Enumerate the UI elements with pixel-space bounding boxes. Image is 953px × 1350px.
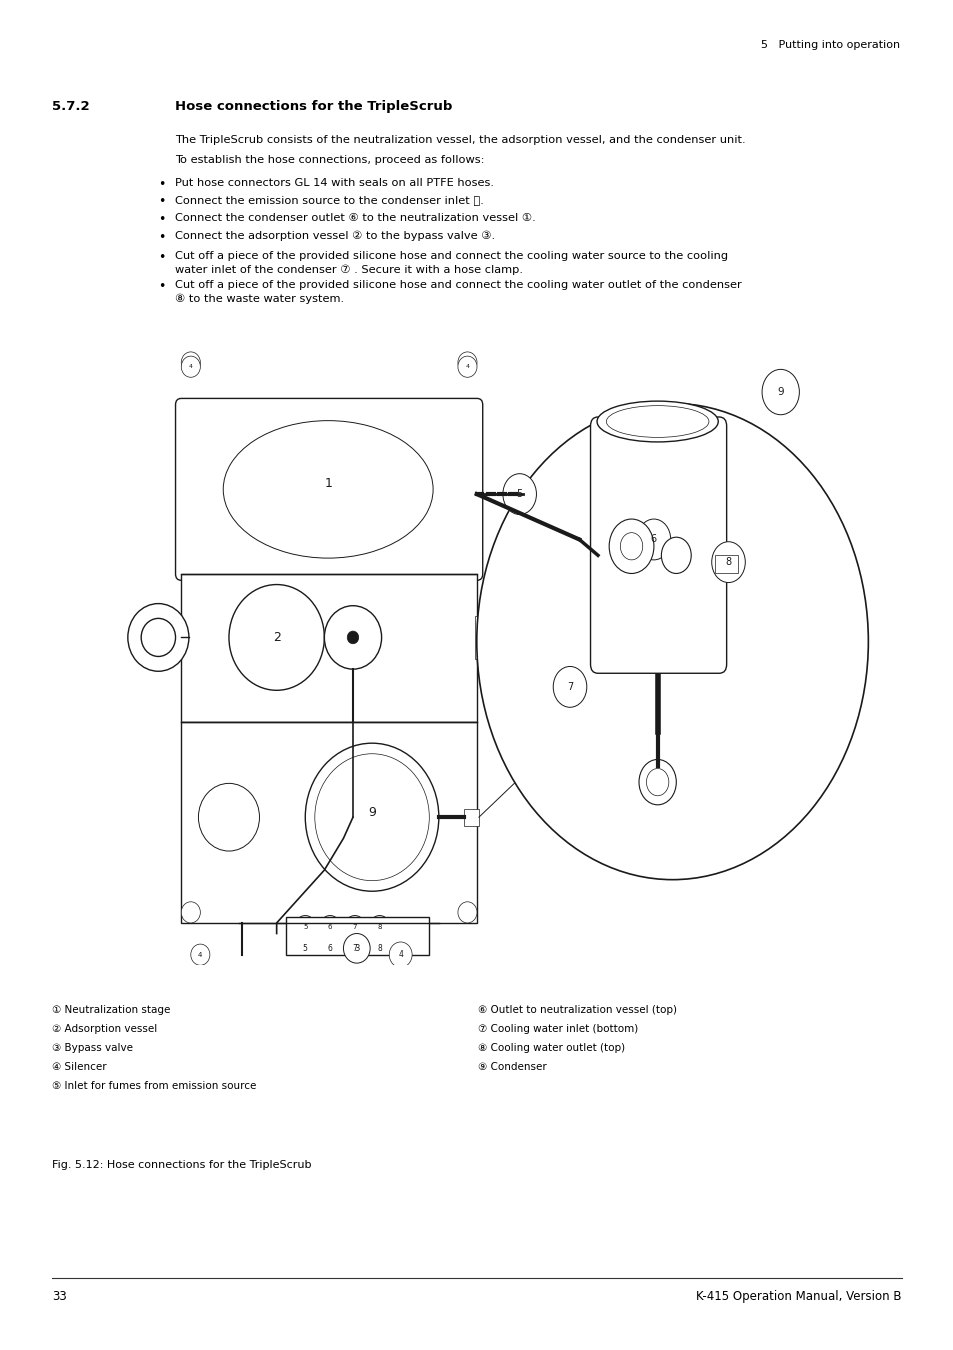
- Circle shape: [389, 942, 412, 968]
- Circle shape: [609, 518, 653, 574]
- Text: Cut off a piece of the provided silicone hose and connect the cooling water outl: Cut off a piece of the provided silicone…: [174, 279, 741, 304]
- Circle shape: [128, 603, 189, 671]
- Circle shape: [457, 352, 476, 373]
- FancyBboxPatch shape: [181, 574, 476, 722]
- Ellipse shape: [597, 401, 718, 441]
- Text: 8: 8: [377, 925, 381, 930]
- Circle shape: [343, 934, 370, 963]
- Text: 8: 8: [724, 558, 731, 567]
- Text: Cut off a piece of the provided silicone hose and connect the cooling water sour: Cut off a piece of the provided silicone…: [174, 251, 727, 275]
- Text: ④ Silencer: ④ Silencer: [52, 1062, 107, 1072]
- Text: 33: 33: [52, 1291, 67, 1303]
- Text: Put hose connectors GL 14 with seals on all PTFE hoses.: Put hose connectors GL 14 with seals on …: [174, 178, 494, 188]
- Circle shape: [181, 902, 200, 923]
- Text: ③ Bypass valve: ③ Bypass valve: [52, 1044, 132, 1053]
- Ellipse shape: [606, 405, 708, 437]
- Circle shape: [502, 474, 536, 514]
- Circle shape: [294, 915, 315, 938]
- Text: Connect the adsorption vessel ② to the bypass valve ③.: Connect the adsorption vessel ② to the b…: [174, 231, 495, 242]
- Circle shape: [639, 760, 676, 805]
- Text: 6: 6: [327, 944, 333, 953]
- Bar: [463, 809, 478, 826]
- Text: 7: 7: [353, 925, 356, 930]
- Circle shape: [191, 944, 210, 965]
- Text: 5.7.2: 5.7.2: [52, 100, 90, 113]
- Circle shape: [369, 915, 390, 938]
- Text: 6: 6: [328, 925, 332, 930]
- Bar: [715, 555, 737, 574]
- Text: •: •: [158, 178, 166, 190]
- Circle shape: [619, 533, 642, 560]
- Circle shape: [457, 356, 476, 377]
- Circle shape: [711, 541, 744, 583]
- Text: 9: 9: [777, 387, 783, 397]
- Bar: [475, 617, 486, 659]
- Circle shape: [181, 352, 200, 373]
- FancyBboxPatch shape: [590, 417, 726, 674]
- Circle shape: [761, 370, 799, 414]
- Text: •: •: [158, 251, 166, 265]
- Text: ⑤ Inlet for fumes from emission source: ⑤ Inlet for fumes from emission source: [52, 1081, 256, 1091]
- Text: 5: 5: [303, 925, 307, 930]
- Text: 4: 4: [189, 364, 193, 369]
- Circle shape: [141, 618, 175, 656]
- Circle shape: [660, 537, 691, 574]
- Circle shape: [646, 768, 668, 795]
- Circle shape: [347, 630, 358, 644]
- Text: 4: 4: [465, 364, 469, 369]
- Text: 1: 1: [324, 477, 332, 490]
- Circle shape: [324, 606, 381, 670]
- Circle shape: [457, 902, 476, 923]
- Text: K-415 Operation Manual, Version B: K-415 Operation Manual, Version B: [696, 1291, 901, 1303]
- Text: 5: 5: [516, 489, 522, 500]
- Text: ⑧ Cooling water outlet (top): ⑧ Cooling water outlet (top): [477, 1044, 624, 1053]
- Text: ⑥ Outlet to neutralization vessel (top): ⑥ Outlet to neutralization vessel (top): [477, 1004, 677, 1015]
- FancyBboxPatch shape: [181, 722, 476, 923]
- Text: 6: 6: [650, 535, 657, 544]
- Text: 7: 7: [352, 944, 357, 953]
- Text: Fig. 5.12: Hose connections for the TripleScrub: Fig. 5.12: Hose connections for the Trip…: [52, 1160, 312, 1170]
- FancyBboxPatch shape: [175, 398, 482, 580]
- Text: 9: 9: [368, 806, 375, 819]
- Circle shape: [344, 915, 365, 938]
- Text: 4: 4: [397, 950, 403, 960]
- Text: 5: 5: [302, 944, 308, 953]
- Text: The TripleScrub consists of the neutralization vessel, the adsorption vessel, an: The TripleScrub consists of the neutrali…: [174, 135, 745, 144]
- Text: ⑨ Condenser: ⑨ Condenser: [477, 1062, 546, 1072]
- Circle shape: [181, 356, 200, 377]
- Circle shape: [319, 915, 340, 938]
- Text: To establish the hose connections, proceed as follows:: To establish the hose connections, proce…: [174, 155, 484, 165]
- Text: 4: 4: [198, 952, 202, 957]
- Text: •: •: [158, 279, 166, 293]
- Text: Connect the condenser outlet ⑥ to the neutralization vessel ①.: Connect the condenser outlet ⑥ to the ne…: [174, 213, 536, 223]
- Text: 8: 8: [377, 944, 381, 953]
- Text: ② Adsorption vessel: ② Adsorption vessel: [52, 1025, 157, 1034]
- Text: Hose connections for the TripleScrub: Hose connections for the TripleScrub: [174, 100, 452, 113]
- Text: ① Neutralization stage: ① Neutralization stage: [52, 1004, 171, 1015]
- Bar: [286, 917, 429, 954]
- Circle shape: [198, 783, 259, 850]
- Text: 2: 2: [273, 630, 280, 644]
- Circle shape: [637, 518, 670, 560]
- Text: •: •: [158, 213, 166, 225]
- Text: •: •: [158, 231, 166, 244]
- Text: 7: 7: [566, 682, 573, 693]
- Circle shape: [476, 404, 867, 880]
- Text: ⑦ Cooling water inlet (bottom): ⑦ Cooling water inlet (bottom): [477, 1025, 638, 1034]
- Text: 3: 3: [354, 944, 359, 953]
- Circle shape: [314, 753, 429, 880]
- Circle shape: [305, 744, 438, 891]
- Text: •: •: [158, 194, 166, 208]
- Text: Connect the emission source to the condenser inlet ⓤ.: Connect the emission source to the conde…: [174, 194, 483, 205]
- Circle shape: [229, 585, 324, 690]
- Text: 5   Putting into operation: 5 Putting into operation: [760, 40, 899, 50]
- Circle shape: [553, 667, 586, 707]
